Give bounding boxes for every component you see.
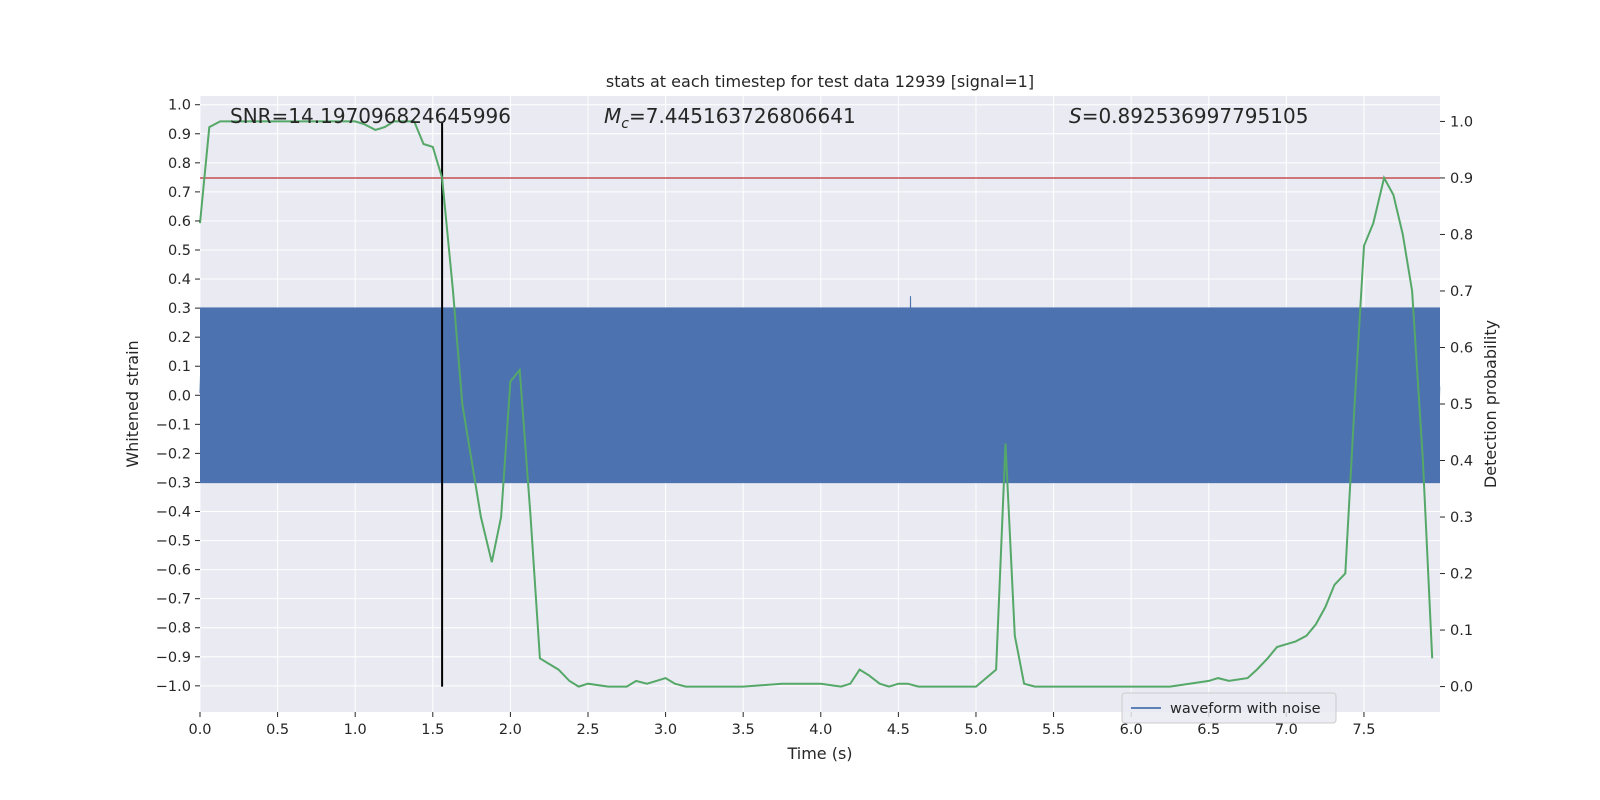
x-tick-label: 4.5 (887, 722, 910, 738)
y-tick-label: 0.0 (168, 388, 191, 404)
x-axis-label: Time (s) (786, 744, 852, 763)
x-tick-label: 6.0 (1120, 722, 1143, 738)
legend-entry-waveform: waveform with noise (1170, 701, 1321, 717)
y-tick-label: 0.9 (168, 127, 191, 143)
waveform-core-band (200, 307, 1440, 484)
legend-box (1121, 692, 1337, 724)
x-tick-label: 4.0 (809, 722, 832, 738)
x-tick-label: 3.0 (654, 722, 677, 738)
chirp-mass-subscript: c (621, 116, 629, 132)
chirp-mass-annotation: Mc=7.445163726806641 (604, 104, 856, 132)
snr-annotation: SNR=14.197096824645996 (230, 104, 511, 128)
waveform-series (199, 296, 1441, 484)
y2-tick-label: 0.3 (1450, 510, 1473, 526)
significance-annotation: S=0.892536997795105 (1069, 104, 1308, 128)
chirp-mass-symbol: M (604, 104, 621, 128)
y-tick-label: 1.0 (168, 98, 191, 114)
y2-tick-label: 0.2 (1450, 567, 1473, 583)
y-tick-label: 0.3 (168, 301, 191, 317)
y-tick-label: 0.7 (168, 185, 191, 201)
y2-tick-label: 0.0 (1450, 680, 1473, 696)
x-tick-label: 3.5 (732, 722, 755, 738)
y-tick-label: −1.0 (156, 679, 191, 695)
x-tick-label: 1.5 (421, 722, 444, 738)
significance-symbol: S (1069, 104, 1082, 128)
x-tick-label: 1.0 (344, 722, 367, 738)
chirp-mass-value: =7.445163726806641 (629, 104, 856, 128)
x-tick-label: 6.5 (1197, 722, 1220, 738)
y2-tick-label: 0.9 (1450, 171, 1473, 187)
y-tick-label: 0.8 (168, 156, 191, 172)
y-tick-label: −0.9 (156, 650, 191, 666)
y2-tick-label: 0.8 (1450, 227, 1473, 243)
y-tick-label: −0.1 (156, 417, 191, 433)
y2-tick-label: 1.0 (1450, 114, 1473, 130)
x-tick-label: 2.0 (499, 722, 522, 738)
x-tick-label: 0.0 (188, 722, 211, 738)
y-tick-label: 0.6 (168, 214, 191, 230)
significance-value: =0.892536997795105 (1082, 104, 1309, 128)
x-tick-label: 5.0 (964, 722, 987, 738)
y2-tick-label: 0.5 (1450, 397, 1473, 413)
probability-series (199, 120, 1434, 688)
probability-line (199, 120, 1434, 688)
y-tick-label: 0.4 (168, 272, 191, 288)
y2-axis-label: Detection probability (1481, 320, 1500, 488)
x-tick-label: 0.5 (266, 722, 289, 738)
y2-tick-label: 0.1 (1450, 623, 1473, 639)
y-tick-label: 0.2 (168, 330, 191, 346)
y-tick-label: −0.4 (156, 505, 191, 521)
axes: 0.0 0.5 1.0 1.5 2.0 2.5 3.0 3.5 4.0 4.5 5.0 5.5 6.0 6… (156, 98, 1473, 738)
x-tick-label: 7.0 (1275, 722, 1298, 738)
y-tick-label: −0.2 (156, 446, 191, 462)
chart-title: stats at each timestep for test data 129… (606, 72, 1034, 91)
legend: waveform with noise (1121, 692, 1337, 724)
y2-tick-label: 0.4 (1450, 454, 1473, 470)
y2-tick-label: 0.6 (1450, 340, 1473, 356)
x-tick-label: 2.5 (576, 722, 599, 738)
x-tick-label: 7.5 (1352, 722, 1375, 738)
y-axis-label: Whitened strain (123, 340, 142, 467)
y-tick-label: 0.1 (168, 359, 191, 375)
y-tick-label: 0.5 (168, 243, 191, 259)
y-tick-label: −0.3 (156, 475, 191, 491)
x-tick-label: 5.5 (1042, 722, 1065, 738)
y-tick-label: −0.8 (156, 621, 191, 637)
reference-lines (200, 121, 1440, 687)
y2-tick-label: 0.7 (1450, 284, 1473, 300)
y-tick-label: −0.5 (156, 534, 191, 550)
y-tick-label: −0.7 (156, 592, 191, 608)
y-tick-label: −0.6 (156, 563, 191, 579)
